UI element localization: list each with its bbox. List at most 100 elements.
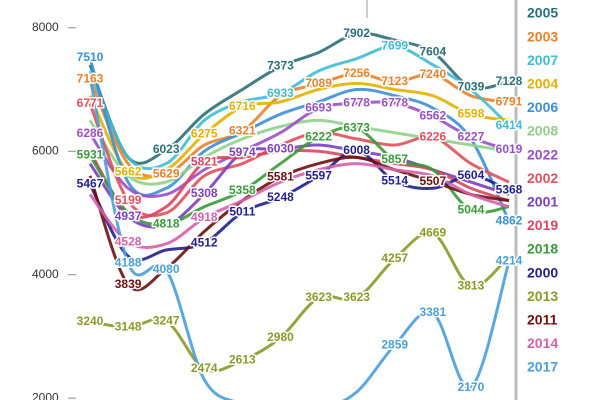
series-line — [88, 31, 510, 165]
value-label: 7902 — [343, 26, 370, 40]
plot-area — [88, 31, 511, 400]
value-label: 2170 — [458, 380, 485, 394]
series-line — [88, 57, 511, 223]
value-label: 4512 — [191, 235, 218, 249]
value-label: 6414 — [496, 118, 523, 132]
value-label: 5857 — [381, 152, 408, 166]
value-label: 6771 — [77, 96, 104, 110]
value-label: 7240 — [419, 67, 446, 81]
value-label: 6373 — [343, 120, 370, 134]
value-label: 4862 — [496, 214, 523, 228]
series-line — [88, 44, 511, 171]
value-label: 7039 — [458, 79, 485, 93]
value-label: 5662 — [115, 164, 142, 178]
legend-label: 2000 — [527, 264, 558, 280]
value-label: 3148 — [115, 319, 142, 333]
value-label: 6933 — [267, 86, 294, 100]
legend-label: 2005 — [527, 5, 558, 21]
legend-label: 2014 — [527, 335, 558, 351]
legend-label: 2001 — [527, 194, 558, 210]
value-label: 6778 — [343, 95, 370, 109]
value-label: 6008 — [343, 143, 370, 157]
y-tick-label: 4000 — [32, 267, 59, 281]
value-label: 5597 — [305, 168, 332, 182]
legend-label: 2003 — [527, 28, 558, 44]
value-label: 6019 — [496, 142, 523, 156]
value-label: 7699 — [381, 39, 408, 53]
value-label: 5199 — [115, 193, 142, 207]
value-label: 7256 — [343, 66, 370, 80]
series-line — [88, 155, 510, 292]
value-label: 3240 — [77, 314, 104, 328]
series-line — [88, 100, 510, 199]
value-label: 4188 — [115, 255, 142, 269]
legend-label: 2004 — [527, 76, 558, 92]
value-label: 5931 — [77, 148, 104, 162]
value-label: 5044 — [458, 202, 485, 216]
value-label: 3381 — [419, 305, 446, 319]
value-label: 6791 — [496, 95, 523, 109]
value-label: 3813 — [458, 278, 485, 292]
value-label: 4257 — [381, 251, 408, 265]
series-line — [88, 149, 510, 262]
value-label: 6222 — [305, 130, 332, 144]
value-label: 6778 — [381, 95, 408, 109]
value-label: 7128 — [496, 74, 523, 88]
value-label: 6716 — [229, 99, 256, 113]
value-label: 4528 — [115, 234, 142, 248]
value-label: 7510 — [77, 50, 104, 64]
legend-label: 2017 — [527, 359, 558, 375]
value-label: 5368 — [496, 182, 523, 196]
value-label: 6275 — [191, 126, 218, 140]
value-label: 5629 — [153, 166, 180, 180]
y-tick-label: 8000 — [32, 20, 59, 34]
value-label: 5467 — [77, 176, 104, 190]
value-label: 5358 — [229, 183, 256, 197]
value-label: 5308 — [191, 186, 218, 200]
value-label: 7123 — [381, 74, 408, 88]
value-label: 4080 — [153, 262, 180, 276]
value-label: 5974 — [229, 145, 256, 159]
value-label: 7604 — [419, 44, 446, 58]
value-label: 5514 — [381, 173, 408, 187]
legend-label: 2013 — [527, 288, 558, 304]
value-label: 6598 — [458, 106, 485, 120]
legend-label: 2007 — [527, 52, 558, 68]
value-label: 7089 — [305, 76, 332, 90]
legend-label: 2002 — [527, 170, 558, 186]
legend-label: 2011 — [527, 312, 558, 328]
legend-label: 2006 — [527, 99, 558, 115]
series-line — [88, 81, 510, 180]
value-label: 4918 — [191, 210, 218, 224]
y-tick-label: 2000 — [32, 390, 59, 400]
value-label: 5011 — [229, 204, 255, 218]
series-line — [89, 231, 511, 373]
value-label: 6030 — [267, 142, 294, 156]
value-label: 5821 — [191, 154, 218, 168]
series-line — [88, 76, 511, 400]
value-label: 6562 — [419, 109, 446, 123]
value-label: 5604 — [458, 168, 485, 182]
value-label: 6321 — [229, 124, 256, 138]
value-label: 4937 — [115, 209, 142, 223]
legend-label: 2018 — [527, 241, 558, 257]
value-label: 5507 — [419, 174, 446, 188]
value-label: 6286 — [77, 126, 104, 140]
value-label: 6227 — [458, 129, 485, 143]
value-label: 2980 — [267, 330, 294, 344]
value-label: 3839 — [115, 277, 142, 291]
legend-label: 2019 — [527, 217, 558, 233]
value-label: 4214 — [496, 254, 523, 268]
value-label: 3623 — [305, 290, 332, 304]
value-label: 6693 — [305, 101, 332, 115]
legend-label: 2008 — [527, 123, 558, 139]
value-label: 5581 — [267, 169, 294, 183]
value-label: 5248 — [267, 190, 294, 204]
series-line — [88, 162, 510, 250]
value-label: 6226 — [419, 129, 446, 143]
value-label: 2474 — [191, 361, 218, 375]
value-label: 4818 — [153, 216, 180, 230]
value-label: 2859 — [381, 337, 408, 351]
value-label: 4669 — [419, 226, 446, 240]
